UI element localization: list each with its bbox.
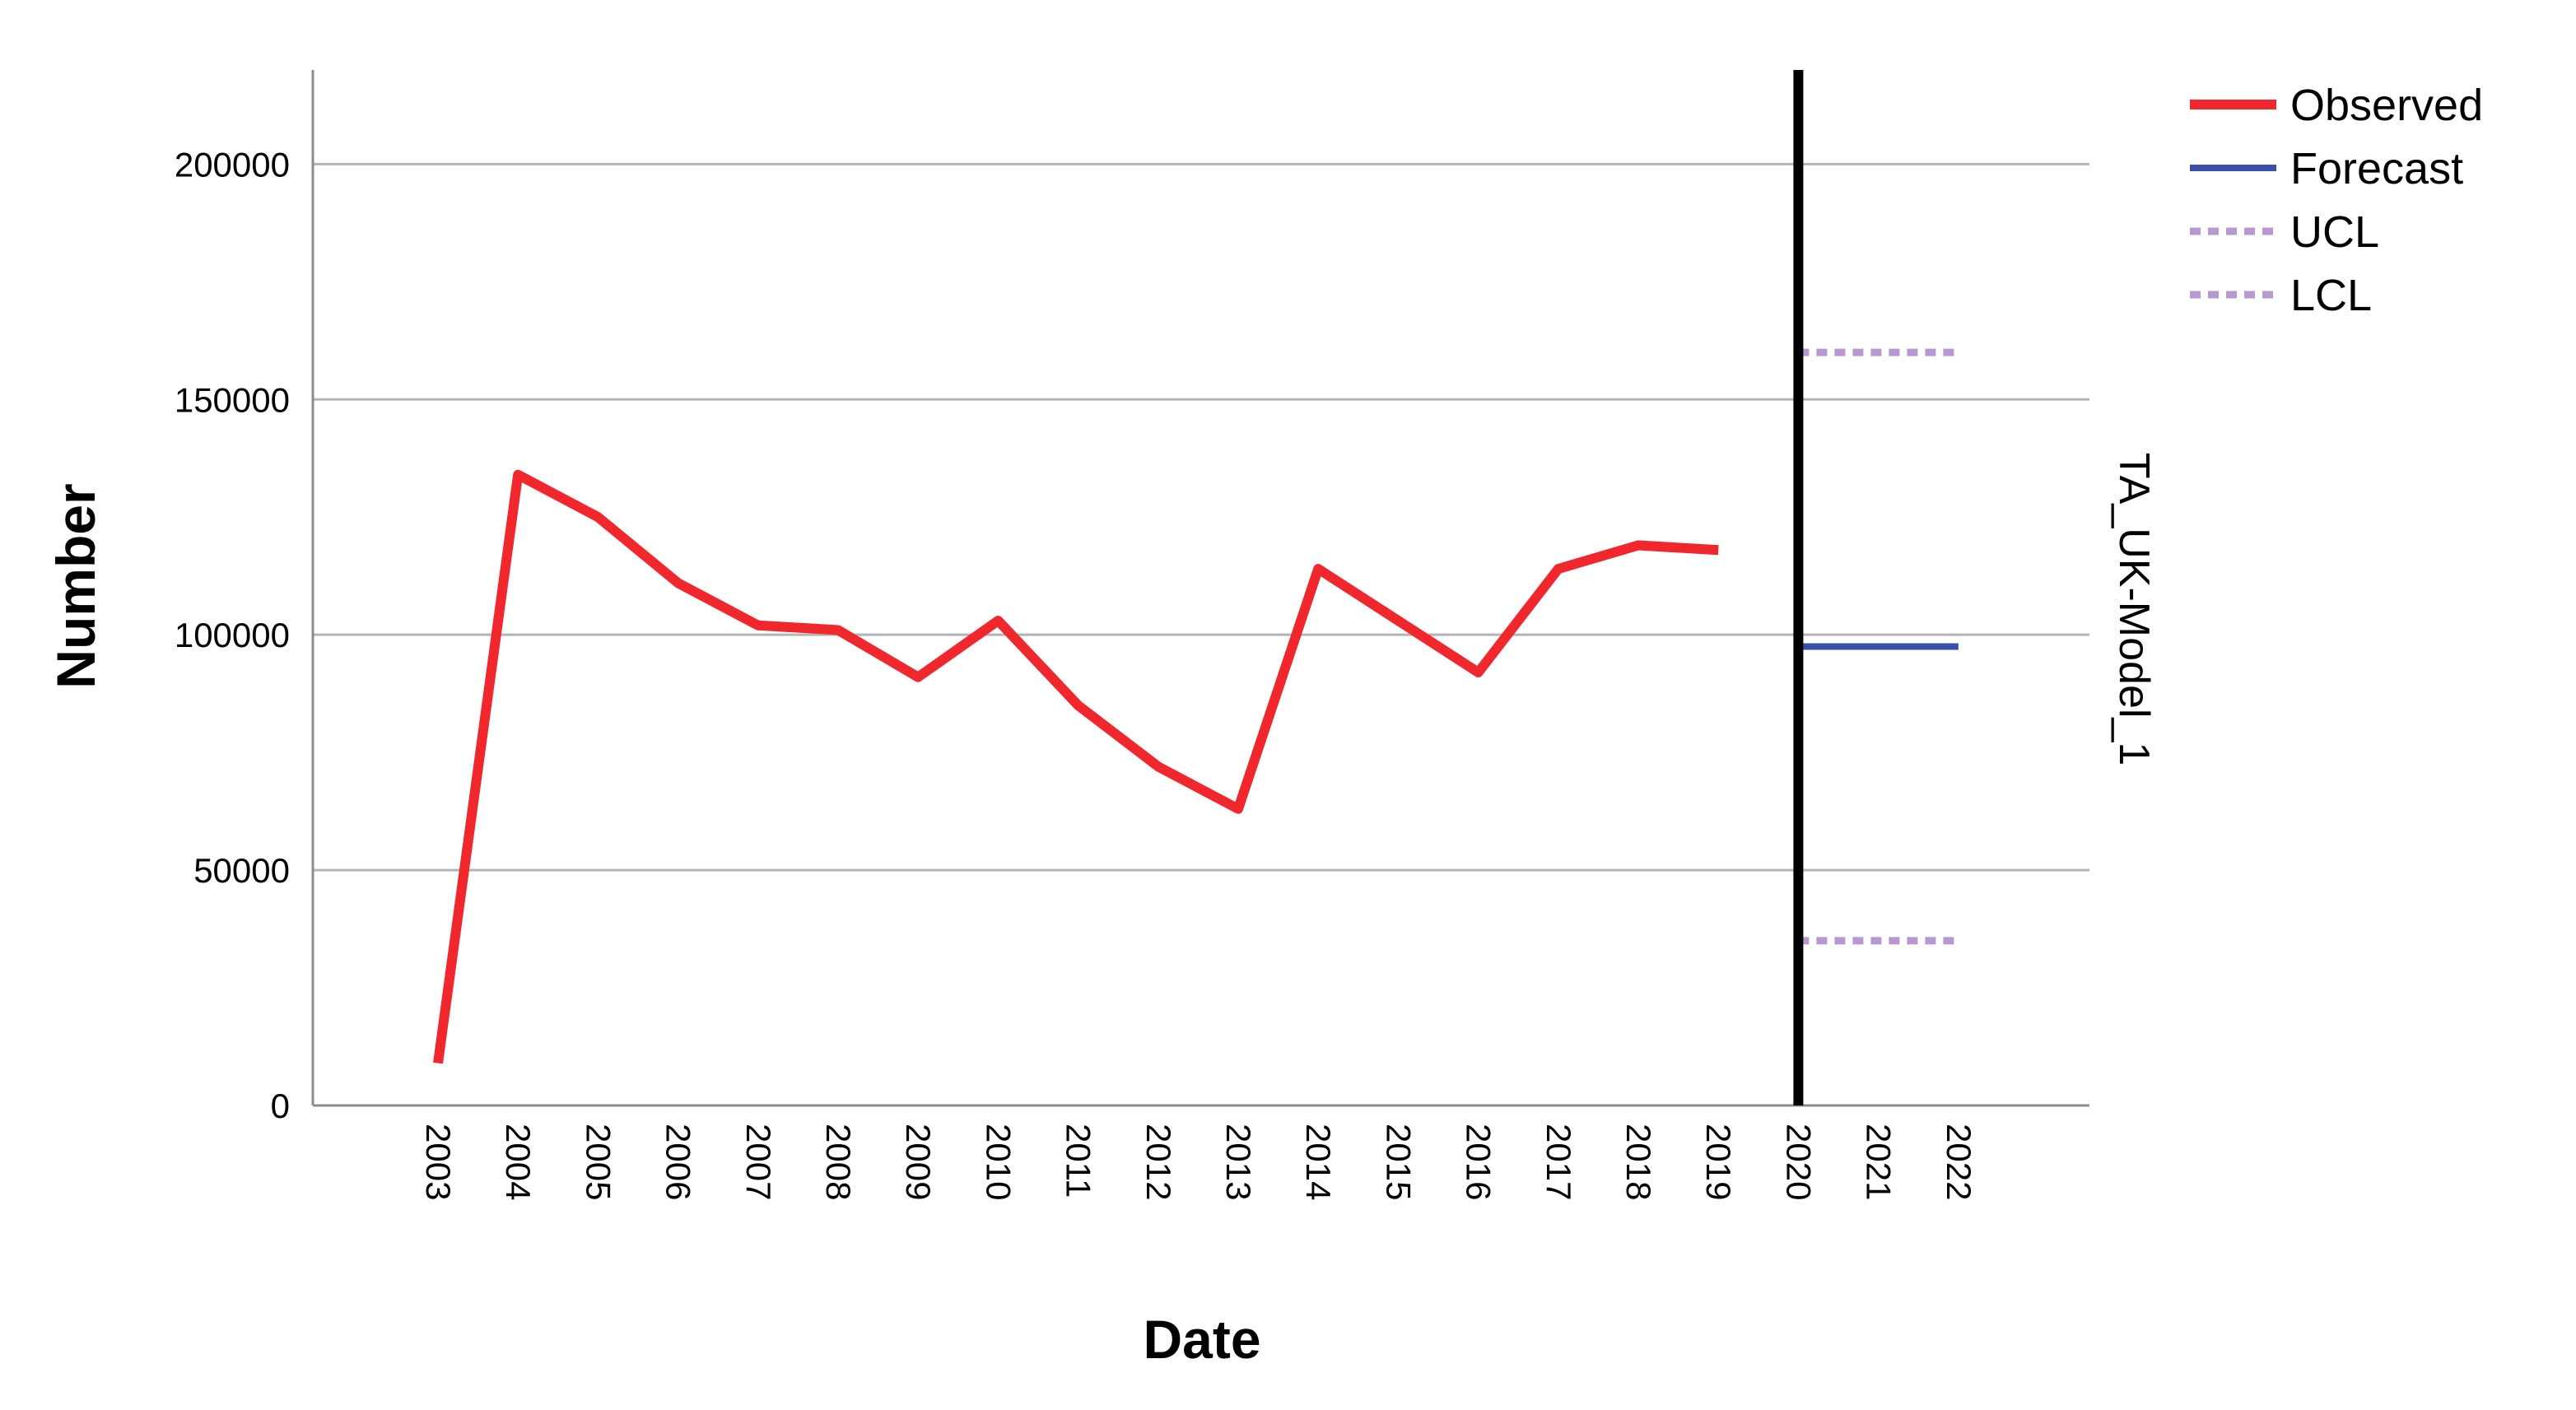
y-axis-title: Number	[45, 483, 106, 688]
series-lines	[433, 348, 1959, 1064]
y-tick-label-200000: 200000	[175, 145, 290, 184]
y-tick-label-50000: 50000	[193, 851, 290, 890]
x-tick-label-2005: 2005	[579, 1124, 617, 1200]
x-tick-label-2021: 2021	[1860, 1124, 1898, 1200]
x-tick-label-2012: 2012	[1139, 1124, 1178, 1200]
legend-label-lcl: LCL	[2290, 271, 2372, 320]
x-tick-label-2014: 2014	[1299, 1124, 1338, 1200]
legend-label-forecast: Forecast	[2290, 144, 2463, 193]
x-tick-labels: 2003 2004 2005 2006 2007 2008 2009 2010 2011 2012…	[419, 1124, 1978, 1200]
y-tick-labels: 0 50000 100000 150000 200000	[175, 145, 290, 1125]
axes	[311, 70, 2089, 1107]
x-axis-title: Date	[1143, 1309, 1260, 1370]
x-tick-label-2020: 2020	[1779, 1124, 1818, 1200]
x-tick-label-2004: 2004	[499, 1124, 538, 1200]
y-tick-label-100000: 100000	[175, 616, 290, 654]
x-tick-label-2008: 2008	[819, 1124, 858, 1200]
x-tick-label-2010: 2010	[979, 1124, 1018, 1200]
y-tick-label-0: 0	[271, 1087, 290, 1125]
x-tick-label-2015: 2015	[1379, 1124, 1418, 1200]
x-tick-label-2007: 2007	[739, 1124, 778, 1200]
legend: Observed Forecast UCL LCL	[2190, 81, 2483, 320]
x-tick-label-2006: 2006	[659, 1124, 698, 1200]
x-tick-label-2017: 2017	[1540, 1124, 1578, 1200]
legend-label-observed: Observed	[2290, 81, 2483, 130]
x-tick-label-2019: 2019	[1699, 1124, 1738, 1200]
panel-label: TA_UK-Model_1	[2110, 453, 2158, 766]
x-tick-label-2009: 2009	[899, 1124, 938, 1200]
x-tick-label-2018: 2018	[1619, 1124, 1658, 1200]
gridlines	[313, 162, 2089, 872]
series-line-observed	[433, 469, 1719, 1064]
y-tick-label-150000: 150000	[175, 380, 290, 419]
legend-label-ucl: UCL	[2290, 207, 2379, 257]
x-tick-label-2022: 2022	[1940, 1124, 1978, 1200]
x-tick-label-2003: 2003	[419, 1124, 458, 1200]
x-tick-label-2016: 2016	[1460, 1124, 1498, 1200]
x-tick-label-2013: 2013	[1219, 1124, 1258, 1200]
x-tick-label-2011: 2011	[1060, 1124, 1098, 1198]
